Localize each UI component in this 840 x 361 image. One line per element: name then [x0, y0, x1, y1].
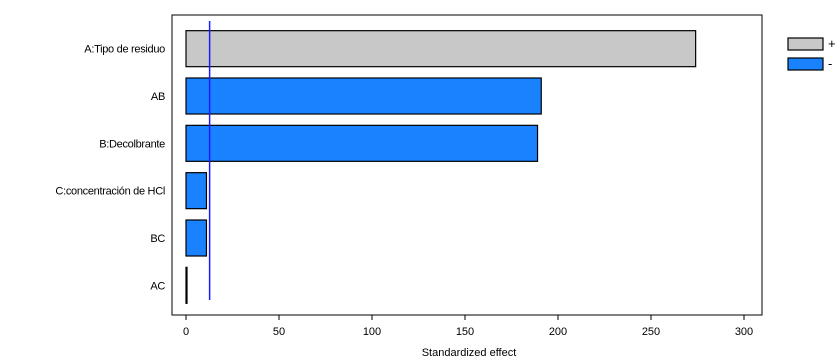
category-label: AC — [150, 280, 165, 292]
x-tick-label: 150 — [456, 326, 474, 338]
legend-swatch — [787, 57, 824, 71]
bars-group — [185, 30, 697, 304]
x-tick-label: 0 — [183, 326, 189, 338]
legend-label: + — [828, 36, 836, 51]
bar — [185, 77, 542, 115]
category-labels-group: A:Tipo de residuo AB B:Decolbrante C:concen… — [55, 44, 165, 293]
bar — [185, 266, 188, 304]
x-axis-label: Standardized effect — [422, 347, 517, 359]
category-label: C:concentración de HCl — [55, 186, 165, 198]
x-tick-label: 300 — [735, 326, 753, 338]
legend: +- — [787, 36, 836, 71]
bar — [185, 124, 539, 162]
legend-swatch — [787, 37, 824, 51]
category-label: BC — [150, 233, 165, 245]
bar — [185, 219, 208, 257]
category-label: B:Decolbrante — [99, 138, 165, 150]
bar — [185, 30, 697, 68]
x-ticks-group: 0 50 100 150 200 250 300 — [183, 315, 753, 338]
x-tick-label: 250 — [642, 326, 660, 338]
category-label: A:Tipo de residuo — [84, 44, 165, 56]
x-tick-label: 100 — [363, 326, 381, 338]
category-label: AB — [151, 91, 165, 103]
x-tick-label: 50 — [273, 326, 285, 338]
x-tick-label: 200 — [549, 326, 567, 338]
legend-label: - — [828, 56, 832, 71]
bar — [185, 172, 208, 210]
